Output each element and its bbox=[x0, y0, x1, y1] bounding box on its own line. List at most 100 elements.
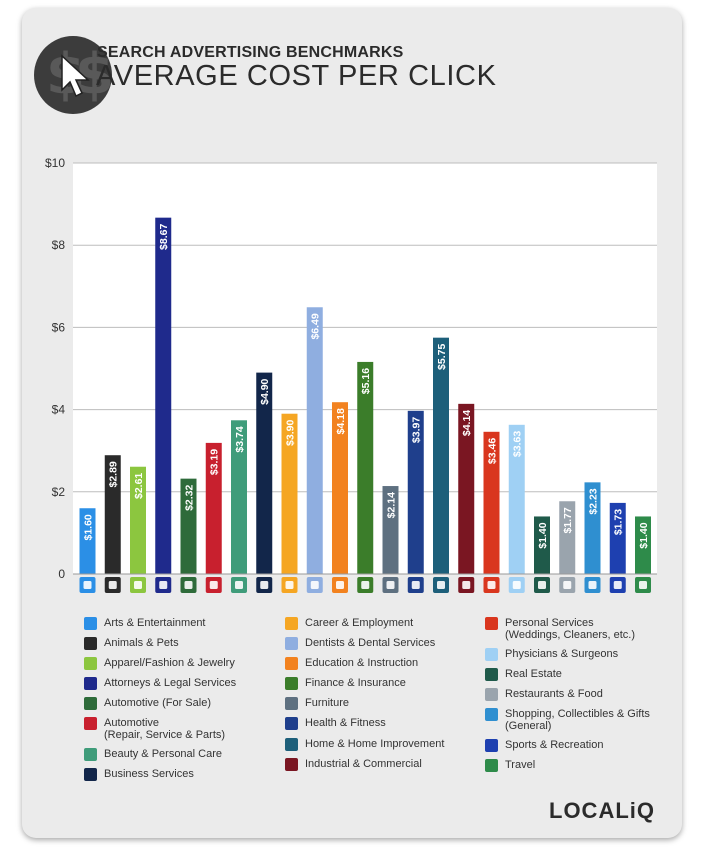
bar-value-label: $1.60 bbox=[83, 514, 95, 540]
icon-glyph bbox=[639, 581, 647, 589]
y-tick-label: $10 bbox=[45, 156, 65, 170]
bar-value-label: $2.32 bbox=[184, 484, 196, 510]
bar-value-label: $2.61 bbox=[133, 473, 145, 499]
legend-label: Home & Home Improvement bbox=[305, 738, 445, 750]
cross-icon bbox=[485, 648, 498, 661]
toolbox-icon bbox=[285, 617, 298, 630]
legend-label: Arts & Entertainment bbox=[104, 617, 206, 629]
bar bbox=[508, 424, 525, 574]
bar bbox=[180, 478, 197, 574]
y-tick-label: $6 bbox=[52, 320, 66, 334]
paw-icon bbox=[84, 637, 97, 650]
legend-label: Attorneys & Legal Services bbox=[104, 677, 237, 689]
house-icon bbox=[285, 738, 298, 751]
icon-glyph bbox=[588, 581, 597, 589]
legend-label: Business Services bbox=[104, 768, 194, 780]
icon-glyph bbox=[462, 581, 471, 589]
legend-label: Career & Employment bbox=[305, 617, 414, 629]
legend-label: Apparel/Fashion & Jewelry bbox=[104, 657, 235, 669]
bar bbox=[357, 361, 374, 574]
bar-value-label: $2.89 bbox=[108, 461, 120, 487]
y-tick-label: $8 bbox=[52, 238, 66, 252]
picture-icon bbox=[84, 617, 97, 630]
bar-value-label: $4.90 bbox=[259, 378, 271, 404]
ball-icon bbox=[485, 739, 498, 752]
icon-glyph bbox=[134, 581, 142, 589]
building-icon bbox=[485, 668, 498, 681]
icon-glyph bbox=[310, 581, 319, 589]
bar bbox=[534, 516, 550, 574]
bar bbox=[155, 217, 172, 574]
bar bbox=[635, 516, 651, 574]
bar bbox=[104, 455, 121, 574]
localiq-logo: LOCALiQ bbox=[549, 798, 655, 823]
icon-glyph bbox=[235, 581, 243, 589]
bar-value-label: $5.16 bbox=[360, 368, 372, 394]
bar-value-label: $3.74 bbox=[234, 426, 246, 452]
bar-value-label: $1.73 bbox=[613, 509, 625, 535]
legend-label: Beauty & Personal Care bbox=[104, 748, 223, 760]
icon-glyph bbox=[83, 581, 92, 589]
y-tick-label: $2 bbox=[52, 485, 66, 499]
icon-glyph bbox=[159, 581, 168, 589]
legend-label: Travel bbox=[505, 759, 536, 771]
sofa-icon bbox=[285, 697, 298, 710]
y-tick-label: $4 bbox=[52, 403, 66, 417]
bar bbox=[281, 413, 298, 574]
car-icon bbox=[84, 717, 97, 730]
bar bbox=[433, 337, 449, 574]
bar-value-label: $8.67 bbox=[158, 224, 170, 250]
bar bbox=[382, 486, 399, 574]
bar bbox=[407, 410, 424, 574]
bar-value-label: $1.77 bbox=[562, 507, 574, 533]
legend-label: Restaurants & Food bbox=[505, 688, 603, 700]
bar bbox=[205, 442, 222, 574]
icon-glyph bbox=[613, 581, 622, 589]
gift-icon bbox=[485, 708, 498, 721]
icon-glyph bbox=[184, 581, 193, 589]
icon-glyph bbox=[538, 581, 546, 589]
chart-title: AVERAGE COST PER CLICK bbox=[96, 60, 497, 92]
bar-value-label: $3.46 bbox=[487, 438, 499, 464]
icon-glyph bbox=[209, 581, 218, 589]
bar-value-label: $4.18 bbox=[335, 408, 347, 434]
bar bbox=[332, 402, 348, 574]
car-tag-icon bbox=[84, 697, 97, 710]
bar-value-label: $2.23 bbox=[588, 488, 600, 514]
legend-label: Animals & Pets bbox=[104, 637, 179, 649]
bar bbox=[584, 482, 601, 574]
bar-value-label: $6.49 bbox=[310, 313, 322, 339]
icon-glyph bbox=[285, 581, 294, 589]
plane-icon bbox=[485, 759, 498, 772]
icon-glyph bbox=[512, 581, 521, 589]
legend-label: Dentists & Dental Services bbox=[305, 637, 436, 649]
money-icon bbox=[285, 677, 298, 690]
chart-subtitle: SEARCH ADVERTISING BENCHMARKS bbox=[97, 44, 404, 61]
legend-label: Industrial & Commercial bbox=[305, 758, 422, 770]
brush-icon bbox=[84, 748, 97, 761]
gavel-icon bbox=[84, 677, 97, 690]
bar-value-label: $3.63 bbox=[512, 431, 524, 457]
legend-label: Automotive (For Sale) bbox=[104, 697, 211, 709]
y-tick-label: 0 bbox=[58, 567, 65, 581]
bar bbox=[231, 420, 247, 574]
legend-label: Finance & Insurance bbox=[305, 677, 406, 689]
bar bbox=[458, 403, 475, 574]
bar bbox=[256, 372, 273, 574]
bar-value-label: $5.75 bbox=[436, 344, 448, 370]
legend-label: Physicians & Surgeons bbox=[505, 648, 619, 660]
bar-value-label: $1.40 bbox=[638, 522, 650, 548]
legend-label: Education & Instruction bbox=[305, 657, 419, 669]
briefcase-icon bbox=[84, 768, 97, 781]
icon-glyph bbox=[361, 581, 370, 589]
bar-value-label: $3.97 bbox=[411, 417, 423, 443]
legend-label: Shopping, Collectibles & Gifts (General) bbox=[505, 708, 650, 732]
apple-icon bbox=[285, 717, 298, 730]
legend-label: Health & Fitness bbox=[305, 717, 386, 729]
bar-value-label: $2.14 bbox=[386, 492, 398, 518]
fork-knife-icon bbox=[485, 688, 498, 701]
bar bbox=[306, 307, 323, 574]
person-icon bbox=[485, 617, 498, 630]
shirt-icon bbox=[84, 657, 97, 670]
